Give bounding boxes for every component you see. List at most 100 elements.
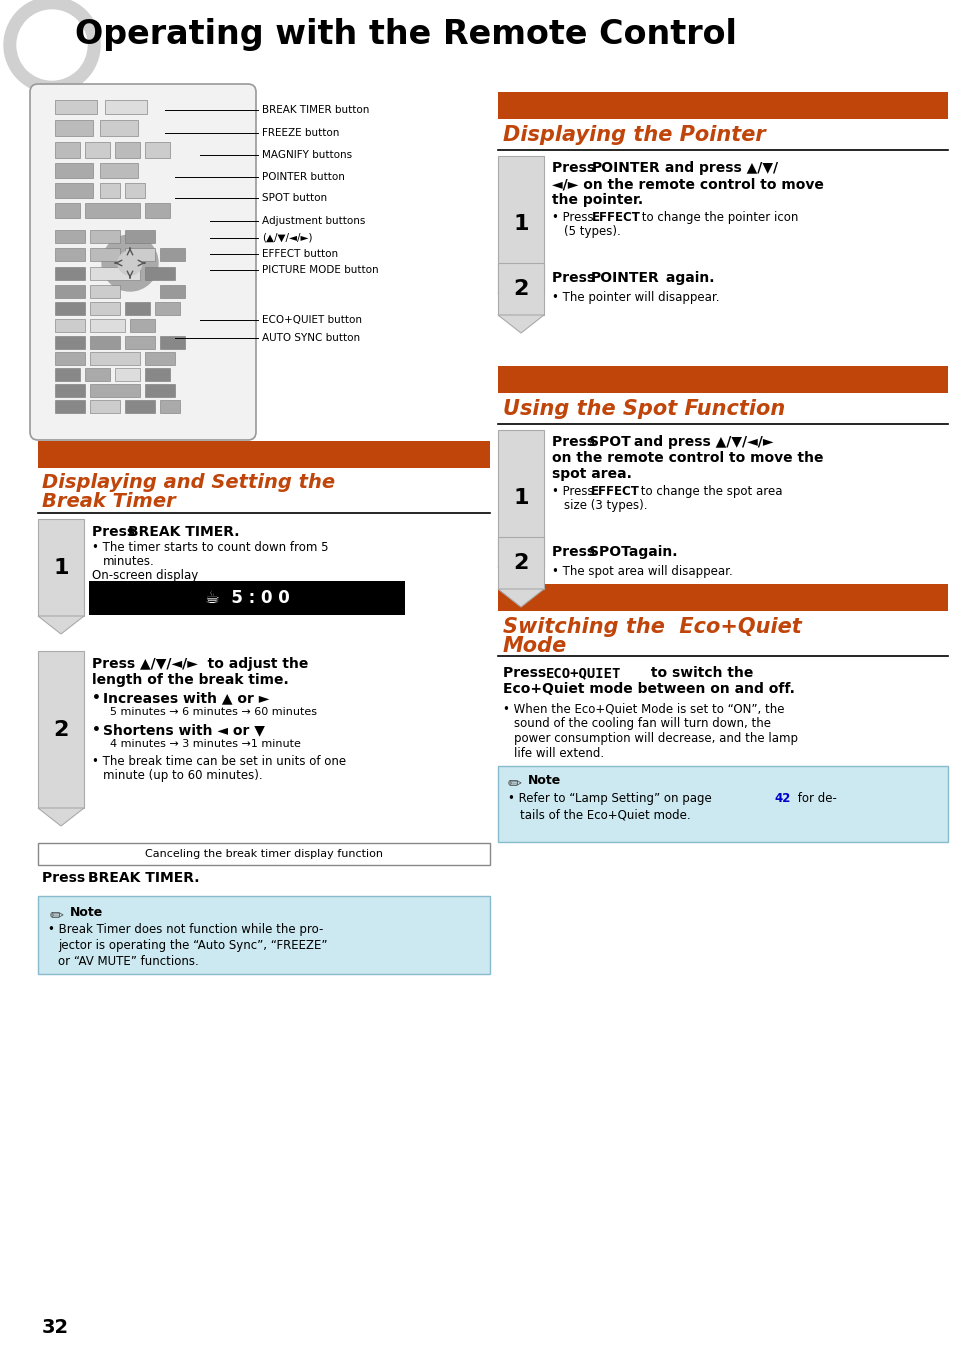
Bar <box>90 230 120 243</box>
Bar <box>38 519 84 617</box>
Text: power consumption will decrease, and the lamp: power consumption will decrease, and the… <box>514 731 797 745</box>
Text: EFFECT: EFFECT <box>590 485 639 498</box>
Text: Mode: Mode <box>502 635 567 656</box>
Bar <box>497 430 543 566</box>
Text: ☕  5 : 0 0: ☕ 5 : 0 0 <box>204 589 289 607</box>
Text: spot area.: spot area. <box>552 466 631 481</box>
Bar <box>497 366 947 393</box>
Bar <box>85 203 140 218</box>
Bar <box>105 100 147 114</box>
Text: On-screen display: On-screen display <box>91 569 198 581</box>
Bar <box>125 247 154 261</box>
Bar <box>90 400 120 412</box>
Text: again.: again. <box>660 270 714 285</box>
Bar <box>55 203 80 218</box>
Text: PICTURE MODE button: PICTURE MODE button <box>262 265 378 274</box>
Text: (▲/▼/◄/►): (▲/▼/◄/►) <box>262 233 313 243</box>
Polygon shape <box>497 293 543 311</box>
Bar <box>160 337 185 349</box>
Text: again.: again. <box>623 545 677 558</box>
Bar <box>55 100 97 114</box>
Bar <box>55 301 85 315</box>
Text: and press ▲/▼/◄/►: and press ▲/▼/◄/► <box>628 435 773 449</box>
Bar <box>90 301 120 315</box>
Text: Press: Press <box>42 871 90 886</box>
Text: 5 minutes → 6 minutes → 60 minutes: 5 minutes → 6 minutes → 60 minutes <box>110 707 316 717</box>
Text: • Break Timer does not function while the pro-: • Break Timer does not function while th… <box>48 923 323 936</box>
Text: Adjustment buttons: Adjustment buttons <box>262 216 365 226</box>
Bar <box>55 352 85 365</box>
Bar <box>91 584 401 612</box>
Bar <box>100 120 138 137</box>
Text: ◄/► on the remote control to move: ◄/► on the remote control to move <box>552 177 823 191</box>
Text: Displaying the Pointer: Displaying the Pointer <box>502 124 765 145</box>
Bar <box>90 266 140 280</box>
Bar <box>90 337 120 349</box>
Bar <box>38 652 84 808</box>
Text: Canceling the break timer display function: Canceling the break timer display functi… <box>145 849 382 859</box>
Bar <box>90 285 120 297</box>
Bar <box>145 384 174 397</box>
Text: • When the Eco+Quiet Mode is set to “ON”, the: • When the Eco+Quiet Mode is set to “ON”… <box>502 702 783 715</box>
Text: Shortens with ◄ or ▼: Shortens with ◄ or ▼ <box>103 723 265 737</box>
Text: Operating with the Remote Control: Operating with the Remote Control <box>75 18 736 51</box>
Text: Press: Press <box>552 435 599 449</box>
Text: Press ▲/▼/◄/►  to adjust the: Press ▲/▼/◄/► to adjust the <box>91 657 308 671</box>
Text: Break Timer: Break Timer <box>42 492 175 511</box>
Bar <box>125 400 154 412</box>
Text: BREAK TIMER.: BREAK TIMER. <box>88 871 199 886</box>
Bar <box>497 92 947 119</box>
Bar <box>145 142 170 158</box>
Bar <box>125 230 154 243</box>
Text: Switching the  Eco+Quiet: Switching the Eco+Quiet <box>502 617 801 637</box>
Text: Press: Press <box>91 525 140 539</box>
Bar <box>55 142 80 158</box>
Bar <box>55 120 92 137</box>
Text: 1: 1 <box>53 557 69 577</box>
Text: SPOT button: SPOT button <box>262 193 327 203</box>
Bar <box>55 384 85 397</box>
Circle shape <box>118 251 142 274</box>
Bar <box>90 247 120 261</box>
Bar <box>125 337 154 349</box>
Text: •: • <box>91 723 106 737</box>
Text: FREEZE button: FREEZE button <box>262 128 339 138</box>
Text: jector is operating the “Auto Sync”, “FREEZE”: jector is operating the “Auto Sync”, “FR… <box>58 940 327 952</box>
Bar <box>497 584 947 611</box>
Bar <box>90 352 140 365</box>
Text: BREAK TIMER.: BREAK TIMER. <box>128 525 239 539</box>
Bar <box>130 319 154 333</box>
Polygon shape <box>497 589 543 607</box>
Text: Note: Note <box>70 906 103 919</box>
Bar <box>125 183 145 197</box>
Bar <box>85 142 110 158</box>
Text: •: • <box>91 691 106 704</box>
Text: ✏: ✏ <box>50 906 64 923</box>
Bar <box>145 203 170 218</box>
Bar <box>125 301 150 315</box>
Text: 2: 2 <box>513 553 528 573</box>
Bar <box>55 230 85 243</box>
Text: POINTER: POINTER <box>592 161 660 174</box>
Text: 1: 1 <box>513 215 528 234</box>
Bar <box>38 896 490 973</box>
Bar <box>497 155 543 293</box>
Polygon shape <box>38 808 84 826</box>
Bar <box>89 581 405 615</box>
Text: ECO+QUIET: ECO+QUIET <box>545 667 620 680</box>
Bar <box>154 301 180 315</box>
Text: life will extend.: life will extend. <box>514 748 603 760</box>
Text: to switch the: to switch the <box>645 667 753 680</box>
Text: ECO+QUIET button: ECO+QUIET button <box>262 315 361 324</box>
Bar <box>55 183 92 197</box>
Circle shape <box>4 0 100 93</box>
Bar <box>55 285 85 297</box>
Text: 32: 32 <box>42 1318 69 1337</box>
Bar <box>160 400 180 412</box>
Bar <box>55 337 85 349</box>
Text: Press: Press <box>552 545 599 558</box>
Text: Eco+Quiet mode between on and off.: Eco+Quiet mode between on and off. <box>502 681 794 696</box>
Bar <box>55 400 85 412</box>
Text: 2: 2 <box>53 719 69 740</box>
Text: Using the Spot Function: Using the Spot Function <box>502 399 784 419</box>
